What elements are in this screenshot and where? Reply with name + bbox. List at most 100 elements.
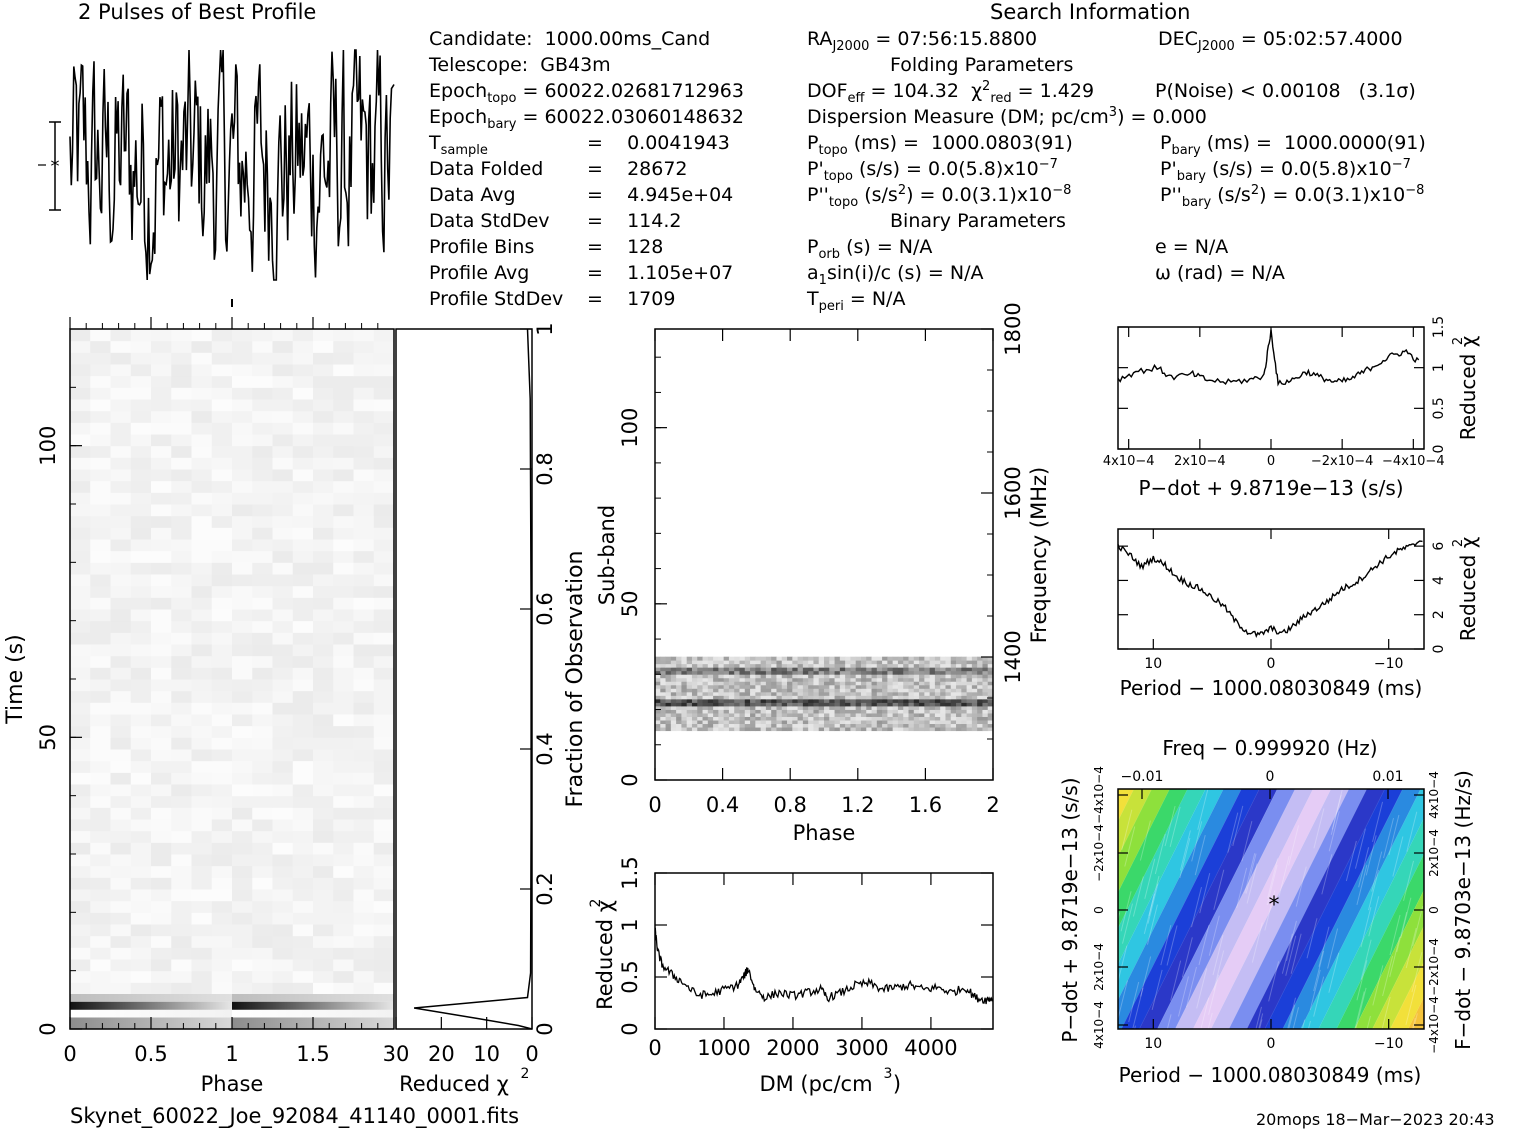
subband-cell (713, 667, 719, 672)
subband-cell (834, 706, 841, 710)
subband-cell (940, 720, 946, 725)
time-phase-cell (232, 900, 253, 913)
subband-cell (945, 720, 952, 725)
time-phase-cell (353, 469, 375, 482)
time-phase-cell (272, 912, 294, 925)
subband-cell (903, 727, 909, 732)
subband-cell (765, 688, 772, 693)
time-phase-cell (373, 854, 395, 867)
time-phase-cell (272, 434, 294, 447)
time-phase-cell (70, 830, 91, 843)
subband-cell (771, 663, 777, 668)
time-phase-cell (151, 539, 172, 552)
data-folded-value: = 28672 (587, 158, 688, 180)
time-phase-cell (110, 457, 132, 470)
subband-cell (903, 698, 909, 703)
period-pdot-streak (1121, 809, 1133, 850)
dm-xlabel-text: DM (pc/cm (759, 1072, 872, 1096)
subband-cell (913, 698, 920, 703)
subband-cell (728, 727, 735, 732)
subband-cell (760, 681, 767, 686)
period-pdot-streak (1255, 1006, 1262, 1029)
time-phase-cell (70, 632, 91, 645)
subband-cell (707, 713, 714, 717)
subband-phase-plot: 0 0.4 0.8 1.2 1.6 2050100140016001800PhaseSub… (595, 302, 1051, 845)
time-phase-cell (130, 364, 152, 377)
subband-cell (792, 667, 798, 672)
subband-cell (776, 684, 783, 689)
time-phase-cell (252, 422, 273, 435)
subband-cell (908, 706, 915, 710)
subband-cell (676, 720, 682, 725)
time-phase-cell (110, 912, 132, 925)
subband-cell (987, 674, 994, 679)
subband-cell (691, 720, 698, 725)
time-phase-cell (252, 399, 273, 412)
subband-cell (776, 681, 783, 686)
subband-cell (897, 670, 904, 675)
time-chi2-xlabel-text: Reduced χ (399, 1072, 509, 1096)
time-phase-cell (333, 492, 354, 505)
subband-cell (866, 656, 872, 661)
subband-cell (934, 684, 941, 689)
time-phase-cell (70, 375, 91, 388)
subband-cell (971, 720, 978, 725)
subband-cell (686, 670, 693, 675)
subband-cell (950, 723, 957, 728)
dm-chi2-trace (654, 927, 993, 1005)
subband-cell (945, 663, 952, 668)
time-phase-cell (333, 375, 354, 388)
subband-cell (855, 670, 862, 675)
subband-cell (834, 709, 841, 714)
subband-cell (871, 702, 878, 707)
subband-cell (887, 702, 894, 707)
time-phase-cell (373, 399, 395, 412)
time-phase-cell (70, 550, 91, 563)
subband-cell (670, 709, 677, 714)
ra-line: RAJ2000 = 07:56:15.8800 (807, 28, 1038, 54)
subband-cell (670, 670, 677, 675)
subband-cell (940, 667, 946, 672)
time-phase-cell (110, 574, 132, 587)
time-phase-cell (171, 655, 192, 668)
subband-cell (702, 674, 709, 679)
period-pdot-ytick-label: 2x10−4 (1092, 943, 1106, 991)
freq-xtick-label: 0 (1266, 769, 1275, 785)
subband-cell (919, 677, 925, 682)
subband-cell (681, 681, 688, 686)
time-phase-cell (171, 924, 192, 937)
subband-cell (792, 695, 798, 700)
period-pdot-streak (1208, 915, 1220, 956)
subband-cell (845, 681, 851, 686)
subband-cell (871, 674, 878, 679)
subband-cell (945, 723, 952, 728)
time-phase-cell (252, 900, 273, 913)
time-phase-cell (292, 422, 314, 435)
time-phase-cell (211, 947, 233, 960)
subband-cell (829, 716, 835, 721)
time-phase-xlabel: Phase (201, 1072, 264, 1096)
binary-parameters-title: Binary Parameters (890, 210, 1066, 232)
time-phase-cell (232, 784, 253, 797)
subband-cell (734, 677, 740, 682)
subband-cell (655, 727, 661, 732)
subband-cell (913, 713, 920, 717)
time-phase-cell (292, 935, 314, 948)
period-chi2-frame (1117, 528, 1425, 650)
subband-cell (691, 713, 698, 717)
period-pdot-streak (1371, 851, 1383, 892)
subband-cell (966, 691, 973, 696)
subband-cell (961, 698, 967, 703)
subband-cell (655, 681, 661, 686)
time-phase-cell (90, 807, 111, 820)
subband-cell (681, 713, 688, 717)
subband-cell (871, 720, 878, 725)
time-phase-cell (70, 539, 91, 552)
subband-cell (919, 695, 925, 700)
time-phase-cell (272, 865, 294, 878)
time-phase-cell (373, 632, 395, 645)
subband-cell (744, 660, 751, 665)
subband-cell (744, 716, 751, 721)
period-pdot-band (1121, 789, 1260, 1029)
time-phase-cell (130, 655, 152, 668)
